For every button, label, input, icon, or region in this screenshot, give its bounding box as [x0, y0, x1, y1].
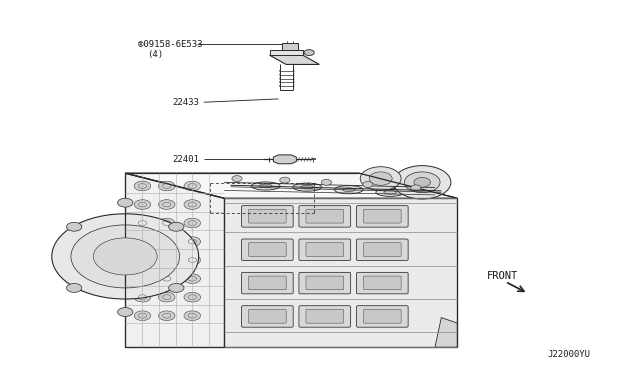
FancyBboxPatch shape	[356, 239, 408, 260]
Circle shape	[404, 172, 440, 193]
FancyBboxPatch shape	[241, 306, 293, 327]
FancyBboxPatch shape	[299, 206, 351, 227]
Circle shape	[52, 214, 198, 299]
Circle shape	[67, 222, 82, 231]
Circle shape	[184, 292, 200, 302]
Circle shape	[184, 181, 200, 191]
FancyBboxPatch shape	[241, 206, 293, 227]
FancyBboxPatch shape	[364, 209, 401, 223]
FancyBboxPatch shape	[299, 306, 351, 327]
Circle shape	[321, 179, 332, 185]
Circle shape	[93, 238, 157, 275]
Circle shape	[184, 274, 200, 283]
Circle shape	[159, 255, 175, 265]
FancyBboxPatch shape	[248, 310, 286, 323]
Circle shape	[184, 311, 200, 321]
Polygon shape	[273, 155, 296, 164]
Text: ®09158-6E533: ®09158-6E533	[138, 39, 202, 49]
FancyBboxPatch shape	[248, 209, 286, 223]
Circle shape	[159, 274, 175, 283]
Polygon shape	[282, 43, 298, 49]
FancyBboxPatch shape	[356, 272, 408, 294]
Circle shape	[71, 225, 179, 288]
Ellipse shape	[376, 188, 404, 196]
Circle shape	[134, 181, 151, 191]
FancyBboxPatch shape	[364, 310, 401, 323]
FancyBboxPatch shape	[356, 306, 408, 327]
Circle shape	[134, 218, 151, 228]
Circle shape	[159, 292, 175, 302]
Circle shape	[363, 182, 373, 187]
Circle shape	[159, 218, 175, 228]
Circle shape	[280, 177, 290, 183]
Polygon shape	[224, 198, 458, 347]
Circle shape	[134, 274, 151, 283]
FancyBboxPatch shape	[241, 239, 293, 260]
Polygon shape	[125, 173, 458, 198]
Text: J22000YU: J22000YU	[547, 350, 590, 359]
FancyBboxPatch shape	[306, 209, 344, 223]
Circle shape	[134, 255, 151, 265]
FancyBboxPatch shape	[306, 243, 344, 256]
Circle shape	[134, 311, 151, 321]
Ellipse shape	[252, 182, 280, 190]
Polygon shape	[125, 173, 224, 347]
Circle shape	[232, 176, 242, 182]
Text: 22401: 22401	[172, 155, 198, 164]
FancyBboxPatch shape	[299, 272, 351, 294]
Circle shape	[184, 237, 200, 246]
Circle shape	[360, 167, 401, 190]
Circle shape	[159, 237, 175, 246]
FancyBboxPatch shape	[241, 272, 293, 294]
Circle shape	[184, 255, 200, 265]
Ellipse shape	[293, 183, 321, 191]
FancyBboxPatch shape	[248, 276, 286, 290]
FancyBboxPatch shape	[306, 310, 344, 323]
Circle shape	[394, 166, 451, 199]
Circle shape	[118, 308, 133, 317]
FancyBboxPatch shape	[248, 243, 286, 256]
Polygon shape	[269, 49, 303, 55]
FancyBboxPatch shape	[356, 206, 408, 227]
Circle shape	[159, 181, 175, 191]
Circle shape	[159, 311, 175, 321]
FancyBboxPatch shape	[364, 243, 401, 256]
Circle shape	[184, 218, 200, 228]
Circle shape	[134, 292, 151, 302]
Polygon shape	[125, 173, 458, 347]
FancyBboxPatch shape	[364, 276, 401, 290]
Ellipse shape	[342, 188, 355, 192]
Text: 22433: 22433	[172, 98, 198, 107]
Circle shape	[414, 177, 431, 187]
Circle shape	[184, 200, 200, 209]
Ellipse shape	[334, 186, 363, 194]
Polygon shape	[435, 318, 458, 347]
Circle shape	[134, 200, 151, 209]
Circle shape	[159, 200, 175, 209]
Ellipse shape	[301, 185, 314, 189]
Polygon shape	[269, 55, 319, 64]
Circle shape	[411, 185, 421, 191]
Ellipse shape	[259, 184, 272, 188]
Circle shape	[169, 283, 184, 292]
Circle shape	[304, 49, 314, 55]
Circle shape	[134, 237, 151, 246]
Text: FRONT: FRONT	[487, 271, 518, 281]
Circle shape	[118, 198, 133, 207]
Circle shape	[169, 222, 184, 231]
Circle shape	[369, 172, 392, 185]
Circle shape	[67, 283, 82, 292]
FancyBboxPatch shape	[299, 239, 351, 260]
Ellipse shape	[384, 190, 397, 194]
FancyBboxPatch shape	[306, 276, 344, 290]
Text: (4): (4)	[148, 50, 164, 59]
